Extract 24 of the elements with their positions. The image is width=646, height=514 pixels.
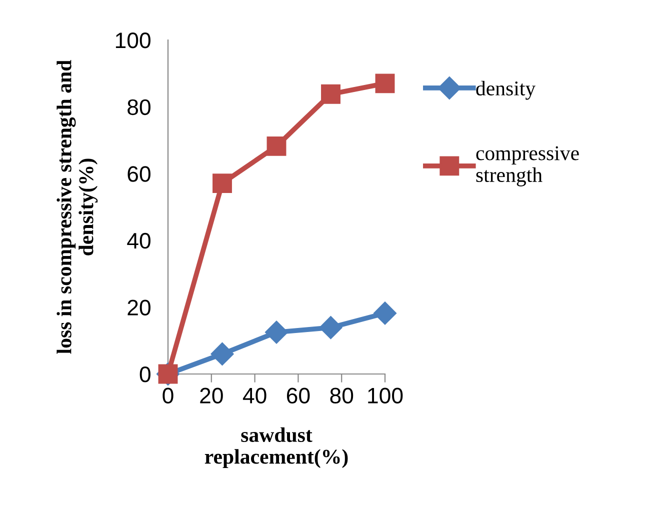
point bbox=[375, 74, 395, 94]
y-tick-label: 100 bbox=[116, 32, 150, 48]
legend-label: compressive strength bbox=[476, 146, 579, 186]
point bbox=[265, 320, 288, 344]
x-tick-label: 0 bbox=[162, 388, 174, 404]
point bbox=[266, 136, 286, 156]
x-axis-title: sawdust replacement(%) bbox=[204, 427, 348, 468]
y-tick-label: 20 bbox=[128, 300, 150, 316]
point bbox=[321, 84, 340, 104]
legend-label: density bbox=[476, 80, 536, 100]
x-tick-label: 60 bbox=[286, 388, 310, 404]
x-tick-label: 80 bbox=[330, 388, 354, 404]
y-tick-label: 80 bbox=[128, 99, 150, 116]
point bbox=[374, 302, 396, 325]
y-tick-label: 40 bbox=[127, 232, 150, 249]
point bbox=[319, 316, 342, 340]
y-axis-title: loss in scompressive strength and density(%) bbox=[56, 60, 98, 354]
y-tick-label: 60 bbox=[128, 166, 150, 182]
x-tick-label: 100 bbox=[368, 388, 403, 404]
point bbox=[212, 174, 232, 194]
x-tick-label: 20 bbox=[200, 388, 223, 404]
point bbox=[210, 342, 234, 366]
x-tick-label: 40 bbox=[242, 388, 266, 404]
y-tick-label: 0 bbox=[140, 366, 150, 382]
